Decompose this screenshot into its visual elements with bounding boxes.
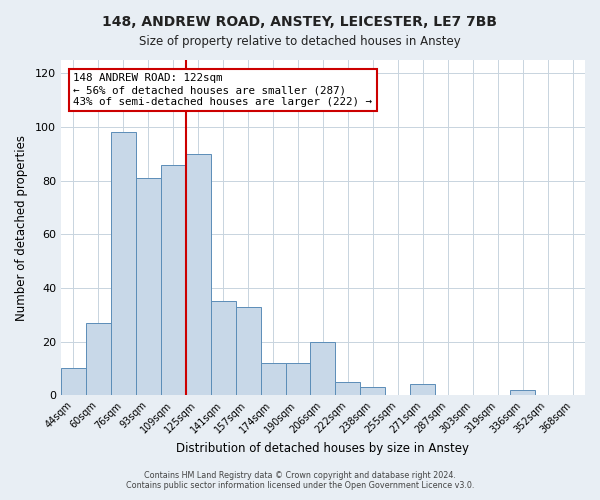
Bar	[310, 342, 335, 395]
Bar	[111, 132, 136, 395]
Text: Size of property relative to detached houses in Anstey: Size of property relative to detached ho…	[139, 35, 461, 48]
Bar	[211, 302, 236, 395]
Y-axis label: Number of detached properties: Number of detached properties	[15, 134, 28, 320]
Bar	[86, 323, 111, 395]
Bar	[260, 363, 286, 395]
Bar	[510, 390, 535, 395]
Bar	[410, 384, 435, 395]
Bar	[61, 368, 86, 395]
Bar	[161, 164, 186, 395]
Text: 148, ANDREW ROAD, ANSTEY, LEICESTER, LE7 7BB: 148, ANDREW ROAD, ANSTEY, LEICESTER, LE7…	[103, 15, 497, 29]
Text: 148 ANDREW ROAD: 122sqm
← 56% of detached houses are smaller (287)
43% of semi-d: 148 ANDREW ROAD: 122sqm ← 56% of detache…	[73, 74, 373, 106]
Bar	[236, 306, 260, 395]
Bar	[361, 387, 385, 395]
Bar	[186, 154, 211, 395]
Text: Contains HM Land Registry data © Crown copyright and database right 2024.
Contai: Contains HM Land Registry data © Crown c…	[126, 470, 474, 490]
Bar	[136, 178, 161, 395]
Bar	[286, 363, 310, 395]
X-axis label: Distribution of detached houses by size in Anstey: Distribution of detached houses by size …	[176, 442, 469, 455]
Bar	[335, 382, 361, 395]
